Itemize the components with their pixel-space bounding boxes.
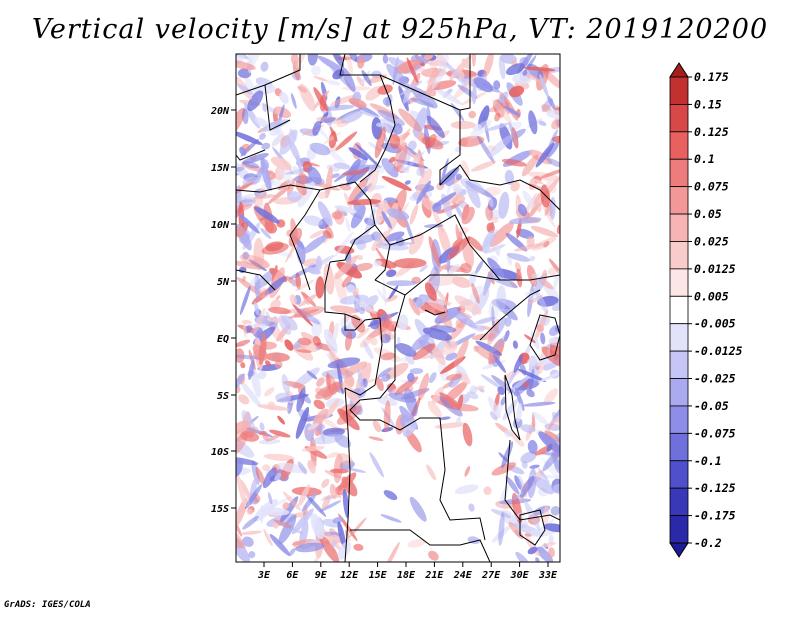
colorbar-swatch bbox=[669, 241, 689, 270]
lat-tick-label: 10N bbox=[211, 220, 230, 231]
colorbar-label: -0.025 bbox=[694, 372, 736, 386]
colorbar-label: 0.05 bbox=[694, 207, 722, 221]
colorbar-swatch bbox=[669, 131, 689, 160]
colorbar-label: 0.005 bbox=[694, 289, 729, 303]
lon-tick-label: 9E bbox=[315, 570, 328, 581]
colorbar-label: 0.025 bbox=[694, 234, 729, 248]
colorbar-swatch bbox=[669, 186, 689, 215]
colorbar-label: -0.1 bbox=[694, 454, 722, 468]
colorbar-label: -0.0125 bbox=[694, 344, 743, 358]
country-borders bbox=[236, 54, 560, 562]
lon-tick-label: 24E bbox=[453, 570, 473, 581]
lat-tick-label: 5S bbox=[217, 391, 229, 402]
lat-tick-label: 15S bbox=[211, 504, 229, 515]
colorbar-label: 0.1 bbox=[694, 152, 715, 166]
colorbar-swatch bbox=[669, 432, 689, 462]
colorbar-label: 0.0125 bbox=[694, 262, 736, 276]
chart-title: Vertical velocity [m/s] at 925hPa, VT: 2… bbox=[31, 14, 769, 45]
colorbar-label: 0.15 bbox=[694, 97, 722, 111]
colorbar-bottom-arrow bbox=[669, 542, 689, 558]
lat-tick-label: 5N bbox=[217, 277, 230, 288]
colorbar-swatch bbox=[669, 76, 689, 105]
lon-tick-label: 6E bbox=[286, 570, 299, 581]
map-frame bbox=[235, 53, 561, 563]
grads-credit: GrADS: IGES/COLA bbox=[4, 600, 91, 610]
lon-tick-label: 15E bbox=[369, 570, 388, 581]
colorbar-swatch bbox=[669, 460, 689, 489]
lon-tick-label: 27E bbox=[481, 570, 501, 581]
colorbar-label: -0.075 bbox=[694, 426, 736, 440]
colorbar-top-arrow bbox=[669, 62, 689, 78]
lon-tick-label: 30E bbox=[510, 570, 530, 581]
lon-tick-label: 12E bbox=[340, 570, 359, 581]
colorbar: 0.175 0.15 0.125 0.1 0.075 0.05 0.025 0.0125 0.0… bbox=[669, 62, 743, 558]
colorbar-label: -0.125 bbox=[694, 481, 736, 495]
lat-tick-label: 20N bbox=[210, 106, 230, 117]
colorbar-label: 0.125 bbox=[694, 125, 729, 139]
colorbar-swatch bbox=[669, 213, 689, 242]
longitude-axis: 3E 6E 9E 12E 15E 18E 21E 24E 27E 30E 33E bbox=[257, 562, 558, 581]
lake-outlines bbox=[424, 309, 560, 546]
colorbar-swatch bbox=[669, 158, 689, 188]
colorbar-label: -0.05 bbox=[694, 399, 729, 413]
velocity-field bbox=[236, 54, 560, 562]
colorbar-label: 0.075 bbox=[694, 180, 729, 194]
latitude-axis: 20N 15N 10N 5N EQ 5S 10S 15S bbox=[210, 106, 236, 515]
colorbar-swatch bbox=[669, 405, 689, 434]
colorbar-label: 0.175 bbox=[694, 70, 729, 84]
colorbar-swatch bbox=[669, 487, 689, 516]
lon-tick-label: 18E bbox=[397, 570, 416, 581]
colorbar-label: -0.175 bbox=[694, 509, 736, 523]
colorbar-swatch bbox=[669, 323, 689, 352]
colorbar-swatch bbox=[669, 350, 689, 379]
lon-tick-label: 21E bbox=[424, 570, 444, 581]
lat-tick-label: 10S bbox=[211, 447, 229, 458]
colorbar-swatch bbox=[669, 295, 689, 325]
lat-tick-label: 15N bbox=[211, 163, 230, 174]
lat-tick-label: EQ bbox=[217, 334, 229, 345]
colorbar-swatch bbox=[669, 515, 689, 544]
colorbar-label: -0.005 bbox=[694, 317, 736, 331]
colorbar-swatch bbox=[669, 268, 689, 297]
colorbar-swatch bbox=[669, 378, 689, 407]
colorbar-swatch bbox=[669, 104, 689, 133]
lon-tick-label: 3E bbox=[257, 570, 271, 581]
colorbar-label: -0.2 bbox=[694, 536, 722, 550]
lon-tick-label: 33E bbox=[538, 570, 558, 581]
